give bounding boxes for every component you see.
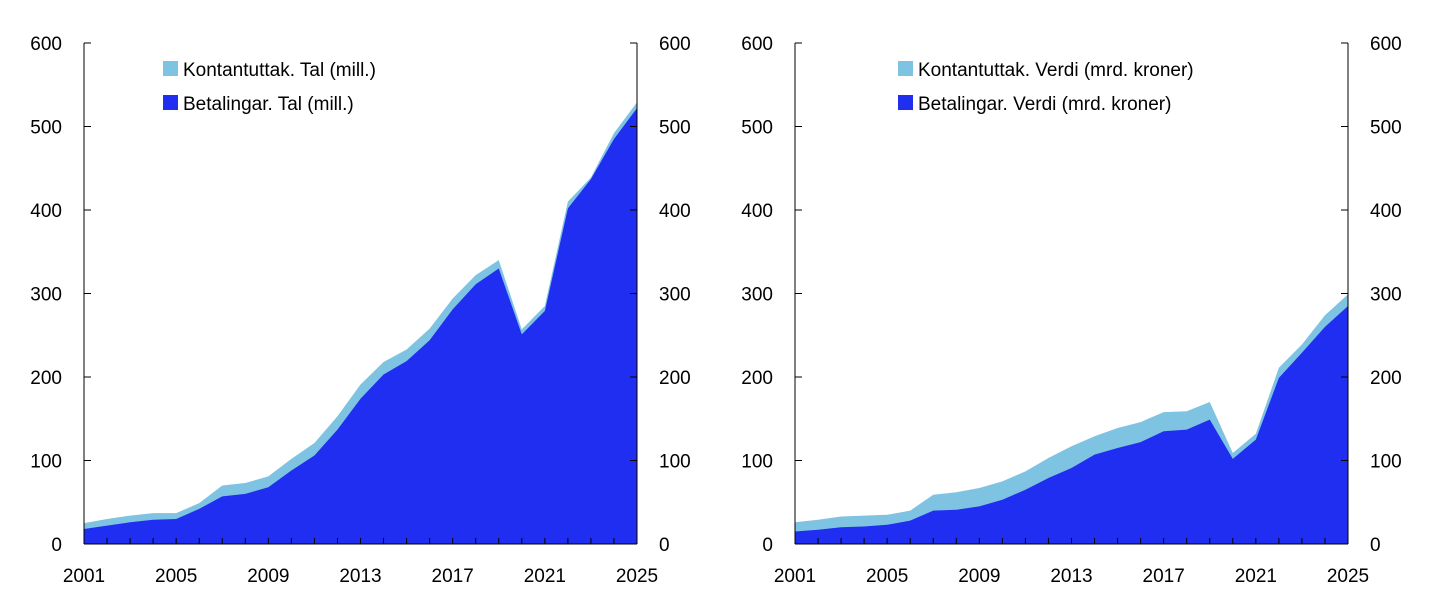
y-tick-label-right: 200 — [659, 368, 691, 389]
x-tick-label: 2017 — [432, 566, 474, 587]
area-series-1-betalingar — [84, 108, 637, 544]
legend-label: Betalingar. Verdi (mrd. kroner) — [918, 94, 1171, 115]
y-tick-label-right: 400 — [659, 201, 691, 222]
legend-swatch — [163, 61, 178, 76]
legend-label: Betalingar. Tal (mill.) — [183, 94, 354, 115]
x-tick-label: 2021 — [524, 566, 566, 587]
x-tick-label: 2013 — [339, 566, 381, 587]
legend-swatch — [898, 61, 913, 76]
x-tick-label: 2009 — [958, 566, 1000, 587]
y-tick-label-right: 300 — [1370, 285, 1402, 306]
x-tick-label: 2009 — [247, 566, 289, 587]
y-tick-label-right: 300 — [659, 285, 691, 306]
x-tick-label: 2025 — [1327, 566, 1369, 587]
y-tick-label-left: 300 — [741, 285, 773, 306]
y-tick-label-left: 100 — [30, 452, 62, 473]
y-tick-label-left: 600 — [741, 34, 773, 55]
y-tick-label-left: 0 — [762, 535, 773, 556]
y-tick-label-right: 200 — [1370, 368, 1402, 389]
y-tick-label-left: 0 — [51, 535, 62, 556]
legend-label: Kontantuttak. Tal (mill.) — [183, 60, 376, 81]
y-tick-label-left: 100 — [741, 452, 773, 473]
area-series-2-betalingar — [795, 306, 1348, 544]
y-tick-label-left: 400 — [741, 201, 773, 222]
x-tick-label: 2025 — [616, 566, 658, 587]
y-tick-label-left: 300 — [30, 285, 62, 306]
y-tick-label-right: 600 — [1370, 34, 1402, 55]
y-tick-label-left: 200 — [30, 368, 62, 389]
y-tick-label-right: 600 — [659, 34, 691, 55]
y-tick-label-left: 500 — [30, 118, 62, 139]
legend-swatch — [898, 95, 913, 110]
y-tick-label-right: 0 — [1370, 535, 1381, 556]
x-tick-label: 2005 — [866, 566, 908, 587]
chart-panel-2: 0 100 200 300 400 500 600 0 100 200 300 400 500 600 20… — [741, 34, 1401, 587]
x-tick-label: 2001 — [774, 566, 816, 587]
x-tick-label: 2017 — [1143, 566, 1185, 587]
y-tick-label-right: 500 — [1370, 118, 1402, 139]
y-tick-label-right: 100 — [659, 452, 691, 473]
x-tick-label: 2021 — [1235, 566, 1277, 587]
x-tick-label: 2005 — [155, 566, 197, 587]
y-tick-label-right: 500 — [659, 118, 691, 139]
y-tick-label-left: 600 — [30, 34, 62, 55]
legend-swatch — [163, 95, 178, 110]
y-tick-label-right: 400 — [1370, 201, 1402, 222]
y-tick-label-right: 0 — [659, 535, 670, 556]
y-tick-label-left: 400 — [30, 201, 62, 222]
y-tick-label-right: 100 — [1370, 452, 1402, 473]
y-tick-label-left: 200 — [741, 368, 773, 389]
x-tick-label: 2013 — [1050, 566, 1092, 587]
chart-panel-1: 0 100 200 300 400 500 600 0 100 200 300 400 500 600 20… — [30, 34, 690, 587]
legend-label: Kontantuttak. Verdi (mrd. kroner) — [918, 60, 1194, 81]
y-tick-label-left: 500 — [741, 118, 773, 139]
x-tick-label: 2001 — [63, 566, 105, 587]
